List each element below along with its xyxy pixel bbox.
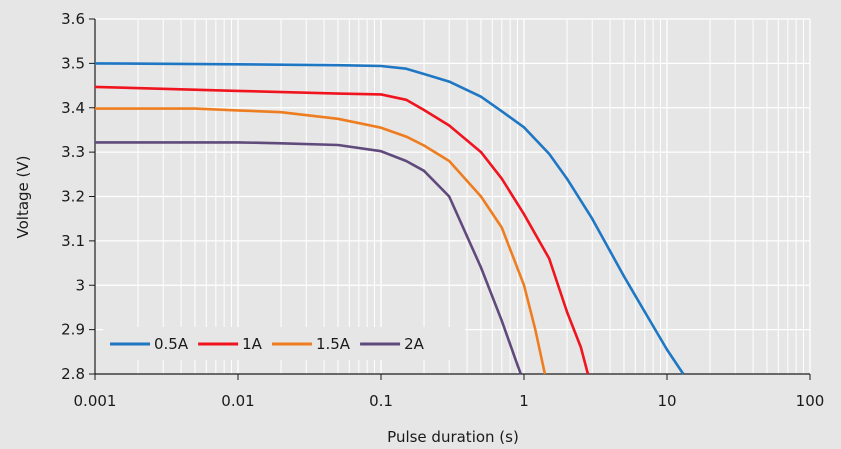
axes [89, 18, 811, 380]
y-tick-label: 2.9 [61, 321, 85, 339]
y-axis-title: Voltage (V) [14, 156, 32, 239]
x-tick-label: 0.001 [74, 392, 117, 410]
y-tick-label: 3.5 [61, 54, 85, 72]
series-line-1-5a [95, 107, 547, 375]
series-line-1a [94, 85, 590, 375]
x-tick-label: 1 [519, 392, 529, 410]
legend-label: 2A [404, 335, 425, 353]
legend-label: 1A [242, 335, 263, 353]
legend: 0.5A 1A 1.5A 2A [103, 327, 465, 360]
x-tick-label: 10 [657, 392, 676, 410]
series-line-2a [95, 141, 523, 375]
x-axis-title: Pulse duration (s) [387, 428, 519, 446]
legend-label: 0.5A [154, 335, 189, 353]
y-tick-label: 2.8 [61, 365, 85, 383]
y-tick-label: 3.6 [61, 10, 85, 28]
series-lines [94, 62, 685, 375]
y-tick-label: 3 [75, 276, 85, 294]
y-tick-label: 3.4 [61, 99, 85, 117]
y-tick-label: 3.3 [61, 143, 85, 161]
x-tick-label: 0.01 [221, 392, 254, 410]
x-tick-label: 0.1 [369, 392, 393, 410]
y-tick-label: 3.2 [61, 188, 85, 206]
y-tick-label: 3.1 [61, 232, 85, 250]
series-line-0-5a [94, 62, 685, 375]
tick-labels: 2.8 2.9 3 3.1 3.2 3.3 3.4 3.5 3.6 0.001 0.01 0.1 1 10… [61, 10, 824, 410]
x-tick-label: 100 [796, 392, 825, 410]
legend-label: 1.5A [316, 335, 351, 353]
